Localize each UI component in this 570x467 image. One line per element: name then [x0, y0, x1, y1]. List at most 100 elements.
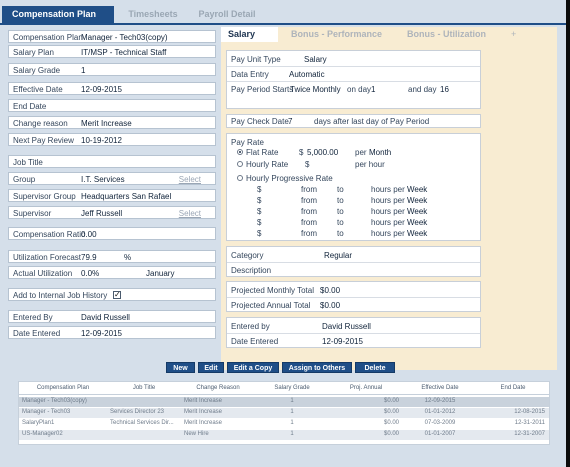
projected-monthly-label: Projected Monthly Total [231, 286, 315, 295]
tab-compensation-plan[interactable]: Compensation Plan [2, 6, 114, 23]
flat-rate-option[interactable]: Flat Rate $ 5,000.00 per Month [237, 147, 467, 158]
salary-tab-bar: Salary Bonus - Performance Bonus - Utili… [221, 27, 557, 42]
tab-timesheets[interactable]: Timesheets [128, 9, 178, 19]
column-header[interactable]: Job Title [132, 385, 156, 391]
actual-utilization-value: 0.0% [81, 269, 100, 278]
internal-job-history-checkbox[interactable]: ✓ [113, 290, 121, 299]
new-button[interactable]: New [166, 362, 195, 373]
utilization-forecast-field[interactable]: Utilization Forecast 79.9 % [8, 250, 216, 263]
supervisor-select-link[interactable]: Select [178, 209, 201, 218]
column-header[interactable]: Proj. Annual [349, 385, 383, 391]
table-cell: 12-08-2015 [514, 409, 545, 415]
date-entered-value: 12-09-2015 [322, 337, 363, 346]
category-label: Category [231, 251, 264, 260]
hourly-rate-radio[interactable] [237, 160, 243, 167]
supervisor-field[interactable]: Supervisor Jeff Russell Select [8, 206, 216, 219]
projected-annual-row: Projected Annual Total $0.00 [231, 300, 477, 311]
table-row[interactable]: Manager - Tech03(copy) Merit Increase 1 … [19, 397, 549, 407]
compensation-ratio-field[interactable]: Compensation Ratio 0.00 [8, 227, 216, 240]
compensation-plan-field[interactable]: Compensation Plan Manager - Tech03(copy) [8, 30, 216, 43]
pay-period-row[interactable]: Pay Period Starts Twice Monthly on day 1… [231, 84, 477, 95]
hourly-rate-per: per hour [355, 160, 385, 169]
progressive-from: from [301, 185, 317, 194]
column-header[interactable]: End Date [500, 385, 526, 391]
data-entry-row[interactable]: Data Entry Automatic [231, 69, 325, 80]
flat-rate-label: Flat Rate [246, 148, 279, 157]
edit-button[interactable]: Edit [198, 362, 224, 373]
column-header[interactable]: Change Reason [196, 385, 240, 391]
date-entered-value: 12-09-2015 [81, 329, 122, 338]
table-cell: Merit Increase [184, 420, 223, 426]
progressive-rate-row[interactable]: $ from to hours per Week [257, 195, 477, 206]
progressive-period[interactable]: Week [407, 196, 428, 205]
divider [227, 66, 480, 67]
group-select-link[interactable]: Select [178, 175, 201, 184]
table-cell: 1 [290, 409, 294, 415]
progressive-period[interactable]: Week [407, 218, 428, 227]
progressive-rate-row[interactable]: $ from to hours per Week [257, 228, 477, 239]
column-header[interactable]: Compensation Plan [36, 385, 90, 391]
pay-check-box[interactable]: Pay Check Date 7 days after last day of … [226, 114, 481, 128]
salary-plan-value: IT/MSP - Technical Staff [81, 48, 167, 57]
hourly-rate-option[interactable]: Hourly Rate $ per hour [237, 159, 467, 170]
salary-plan-field[interactable]: Salary Plan IT/MSP - Technical Staff [8, 45, 216, 58]
flat-rate-radio[interactable] [237, 148, 243, 155]
column-header[interactable]: Salary Grade [274, 385, 310, 391]
next-pay-review-field[interactable]: Next Pay Review 10-19-2012 [8, 133, 216, 146]
supervisor-group-label: Supervisor Group [13, 192, 76, 201]
salary-grade-field[interactable]: Salary Grade 1 [8, 63, 216, 76]
progressive-rate-radio[interactable] [237, 174, 243, 181]
add-tab-button[interactable]: + [511, 29, 517, 39]
tab-salary[interactable]: Salary [221, 27, 278, 42]
progressive-to: to [337, 207, 344, 216]
progressive-rate-row[interactable]: $ from to hours per Week [257, 206, 477, 217]
progressive-period[interactable]: Week [407, 185, 428, 194]
column-header[interactable]: Effective Date [421, 385, 459, 391]
table-cell: SalaryPlan1 [22, 420, 55, 426]
actual-utilization-field[interactable]: Actual Utilization 0.0% January [8, 266, 216, 279]
progressive-rate-option[interactable]: Hourly Progressive Rate [237, 173, 467, 184]
flat-rate-value: 5,000.00 [307, 148, 339, 157]
table-row[interactable]: US-Manager02 New Hire 1 $0.00 01-01-2007… [19, 430, 549, 440]
table-cell: Manager - Tech03(copy) [22, 398, 87, 404]
table-cell: Services Director 23 [110, 409, 165, 415]
entered-by-field[interactable]: Entered By David Russell [8, 310, 216, 323]
table-cell [110, 430, 180, 439]
progressive-rate-row[interactable]: $ from to hours per Week [257, 184, 477, 195]
table-row[interactable]: Manager - Tech03 Services Director 23 Me… [19, 408, 549, 418]
tab-payroll-detail[interactable]: Payroll Detail [198, 9, 256, 19]
description-row[interactable]: Description [231, 265, 271, 276]
divider [227, 81, 480, 82]
table-cell [110, 397, 180, 406]
pay-check-days: 7 [288, 117, 293, 126]
table-cell: 1 [290, 398, 294, 404]
flat-rate-period[interactable]: Month [369, 148, 392, 157]
tab-bonus-performance[interactable]: Bonus - Performance [291, 29, 383, 39]
effective-date-field[interactable]: Effective Date 12-09-2015 [8, 82, 216, 95]
table-row[interactable]: SalaryPlan1 Technical Services Dir... Me… [19, 419, 549, 429]
supervisor-group-field[interactable]: Supervisor Group Headquarters San Rafael [8, 189, 216, 202]
group-field[interactable]: Group I.T. Services Select [8, 172, 216, 185]
job-title-label: Job Title [13, 158, 43, 167]
change-reason-field[interactable]: Change reason Merit Increase [8, 116, 216, 129]
category-row[interactable]: Category Regular [231, 250, 477, 261]
table-cell: Merit Increase [184, 398, 223, 404]
pay-check-row: Pay Check Date 7 days after last day of … [231, 116, 429, 127]
progressive-currency: $ [257, 185, 262, 194]
assign-others-button[interactable]: Assign to Others [282, 362, 352, 373]
edit-copy-button[interactable]: Edit a Copy [227, 362, 279, 373]
pay-unit-type-row[interactable]: Pay Unit Type Salary [231, 54, 327, 65]
progressive-period[interactable]: Week [407, 229, 428, 238]
progressive-per: hours per [371, 218, 405, 227]
delete-button[interactable]: Delete [355, 362, 395, 373]
tab-bonus-utilization[interactable]: Bonus - Utilization [407, 29, 486, 39]
date-entered-field[interactable]: Date Entered 12-09-2015 [8, 326, 216, 339]
entered-by-label: Entered by [231, 322, 270, 331]
table-cell: 12-09-2015 [424, 398, 456, 404]
hourly-rate-label: Hourly Rate [246, 160, 289, 169]
table-cell: Manager - Tech03 [22, 409, 71, 415]
progressive-period[interactable]: Week [407, 207, 428, 216]
job-title-field[interactable]: Job Title [8, 155, 216, 168]
end-date-field[interactable]: End Date [8, 99, 216, 112]
progressive-rate-row[interactable]: $ from to hours per Week [257, 217, 477, 228]
